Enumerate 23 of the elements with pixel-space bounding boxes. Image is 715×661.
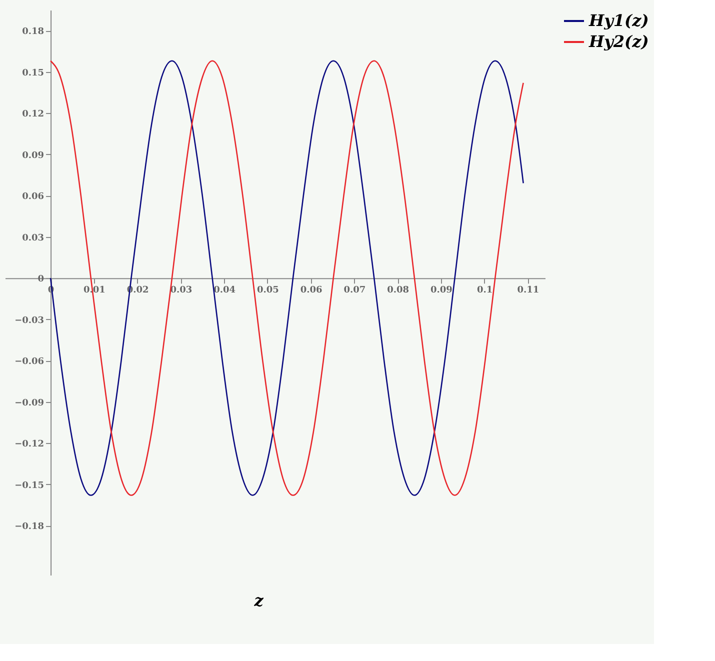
x-tick-label: 0.05 <box>256 286 279 296</box>
y-tick-label: −0.09 <box>14 398 44 408</box>
y-tick-label: 0.18 <box>22 27 44 38</box>
x-tick-label: 0.1 <box>476 286 493 296</box>
y-tick-label: −0.12 <box>14 440 44 450</box>
y-tick-label: 0.09 <box>22 150 44 161</box>
y-tick-label: −0.06 <box>14 357 44 368</box>
y-tick-label: 0.15 <box>22 68 44 78</box>
y-tick-label: 0.06 <box>22 192 44 202</box>
x-tick-label: 0.06 <box>300 286 322 296</box>
y-tick-label: −0.18 <box>14 522 44 532</box>
legend-label: Hy1(z) <box>588 11 649 30</box>
x-axis-title: z <box>253 591 264 610</box>
legend-label: Hy2(z) <box>588 32 649 51</box>
x-tick-label: 0.03 <box>170 286 192 296</box>
x-tick-label: 0.08 <box>387 286 409 296</box>
x-tick-label: 0.07 <box>344 286 366 296</box>
y-tick-label: 0.12 <box>22 110 44 120</box>
x-tick-label: 0.09 <box>430 286 452 296</box>
y-tick-label: 0.03 <box>22 233 44 244</box>
y-tick-label: −0.03 <box>14 316 44 326</box>
y-tick-label: −0.15 <box>14 480 44 491</box>
x-tick-label: 0.11 <box>517 286 540 296</box>
